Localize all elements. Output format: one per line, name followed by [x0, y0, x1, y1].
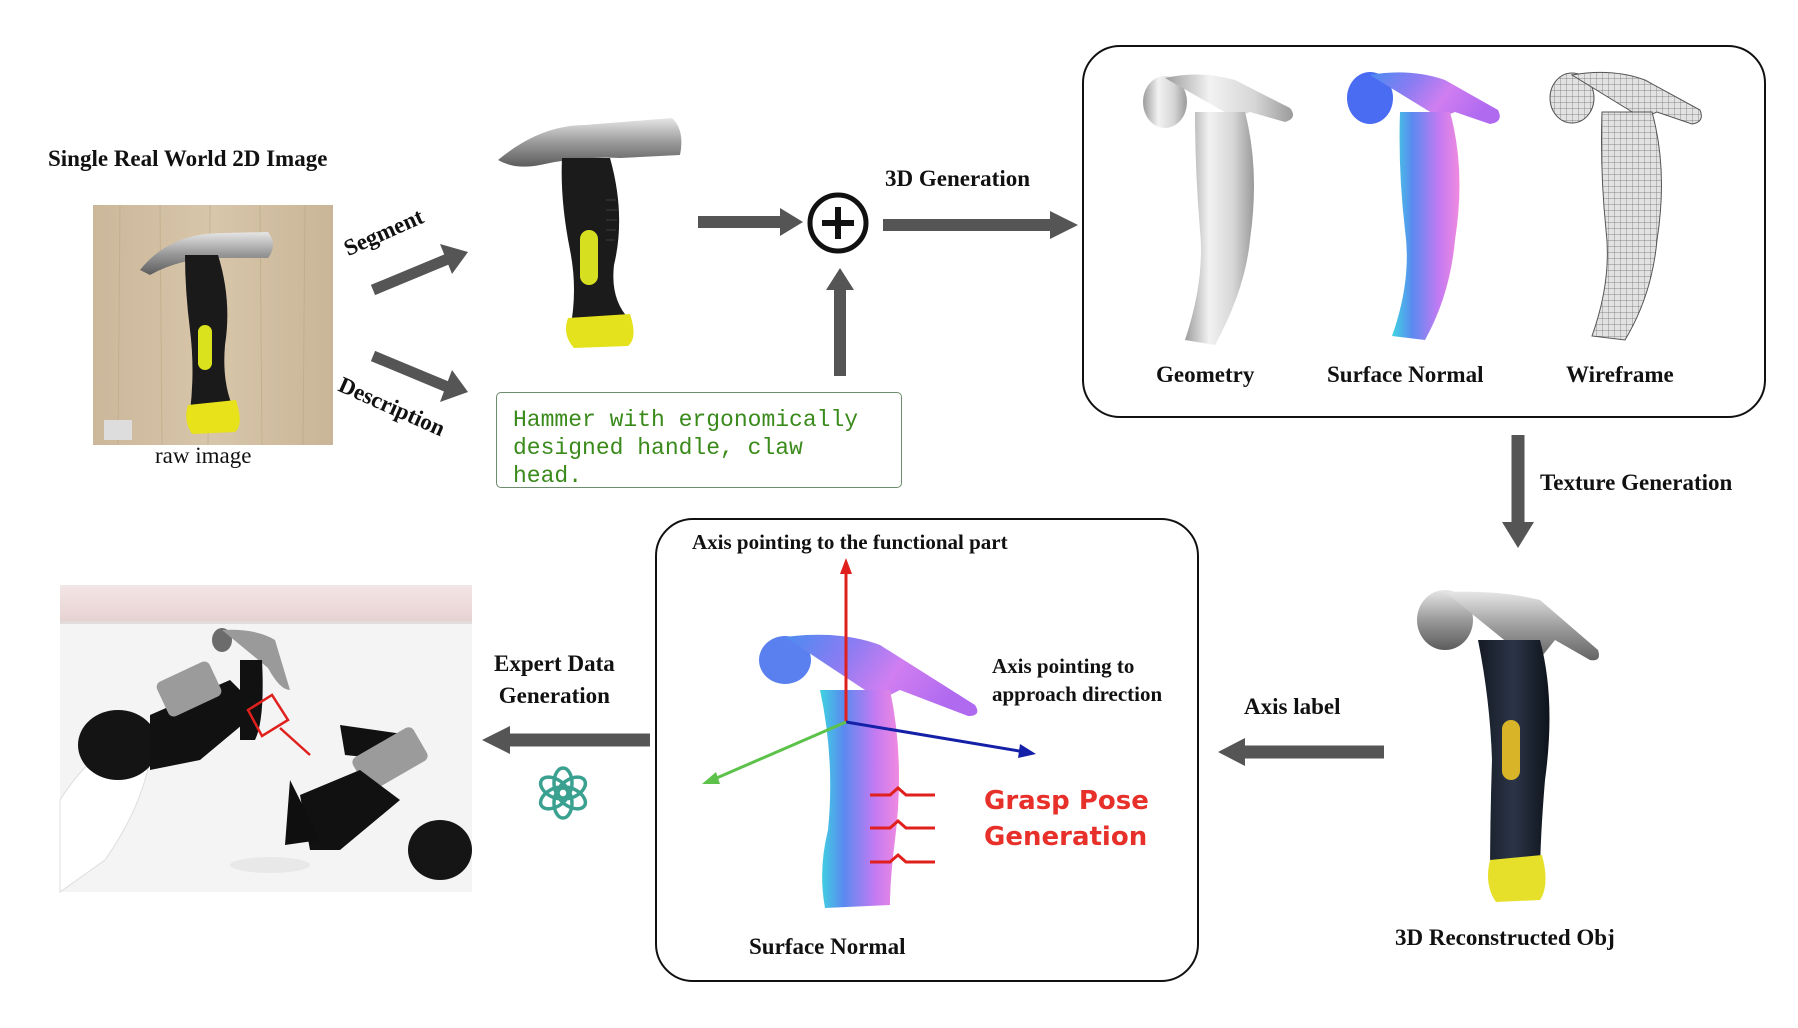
input-title: Single Real World 2D Image	[48, 146, 328, 171]
geometry-view	[1143, 74, 1294, 345]
grasp-pose-label: Grasp Pose Generation	[984, 783, 1149, 855]
surface-normal-label: Surface Normal	[1327, 362, 1484, 387]
openai-logo-icon	[536, 766, 590, 820]
axis-label-label: Axis label	[1244, 694, 1341, 719]
3d-generation-label: 3D Generation	[885, 166, 1031, 191]
axis-panel	[655, 518, 1199, 982]
functional-axis-label: Axis pointing to the functional part	[692, 530, 1008, 554]
wireframe-label: Wireframe	[1566, 362, 1674, 387]
plus-circle-icon	[806, 191, 870, 255]
grasp-line: Grasp Pose	[984, 786, 1149, 816]
approach-axis-line: approach direction	[992, 682, 1163, 706]
texture-generation-label: Texture Generation	[1540, 470, 1733, 495]
surface-normal-view	[1347, 72, 1500, 340]
wireframe-view	[1549, 71, 1702, 341]
text-prompt-box: Hammer with ergonomically designed handl…	[496, 392, 902, 489]
approach-axis-line: Axis pointing to	[992, 654, 1135, 678]
approach-axis-label: Axis pointing to approach direction	[992, 652, 1162, 708]
geometry-label: Geometry	[1156, 362, 1255, 387]
text-prompt-line: designed handle, claw head.	[513, 435, 803, 489]
expert-data-label: Expert Data Generation	[494, 648, 615, 712]
expert-data-line: Generation	[498, 683, 610, 708]
grasp-pose-markers	[870, 786, 935, 864]
axis-panel-caption: Surface Normal	[749, 934, 906, 959]
grasp-line: Generation	[984, 822, 1148, 852]
text-prompt-line: Hammer with ergonomically	[513, 407, 859, 433]
reconstructed-caption: 3D Reconstructed Obj	[1395, 925, 1615, 950]
expert-data-line: Expert Data	[494, 651, 615, 676]
raw-image-caption: raw image	[155, 443, 252, 468]
